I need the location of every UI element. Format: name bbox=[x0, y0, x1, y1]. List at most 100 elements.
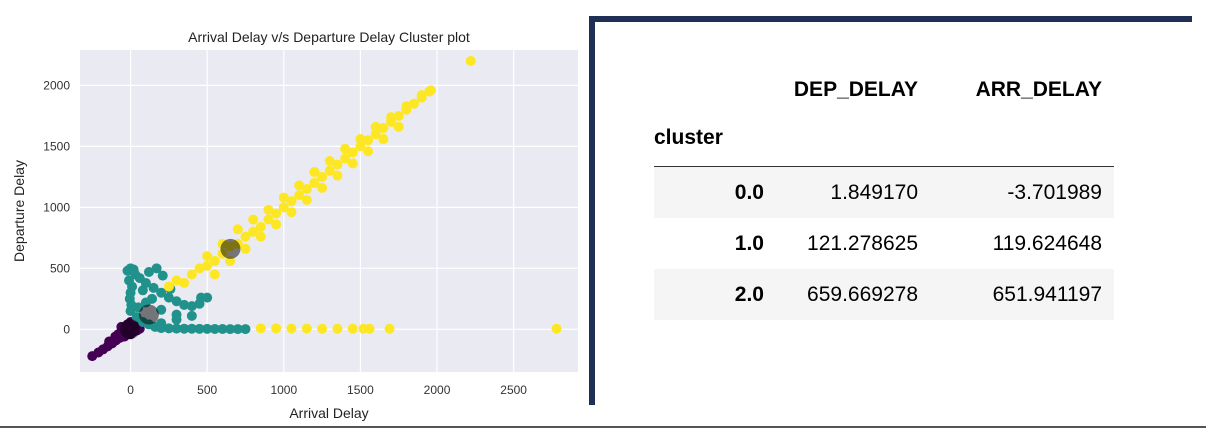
x-tick-label: 2500 bbox=[500, 383, 527, 397]
y-tick-label: 500 bbox=[50, 261, 70, 275]
y-tick-label: 0 bbox=[63, 322, 70, 336]
scatter-point bbox=[355, 141, 366, 152]
dep-delay-cell: 121.278625 bbox=[807, 231, 918, 255]
scatter-point bbox=[286, 323, 297, 334]
scatter-point bbox=[364, 323, 375, 334]
index-name: cluster bbox=[654, 126, 723, 149]
scatter-point bbox=[386, 112, 397, 123]
x-tick-label: 2000 bbox=[424, 383, 451, 397]
scatter-point bbox=[355, 134, 366, 145]
scatter-point bbox=[370, 129, 381, 140]
arr-delay-cell: 651.941197 bbox=[992, 282, 1102, 306]
centroid-marker bbox=[119, 319, 140, 340]
table-row: 2.0 659.669278 651.941197 bbox=[654, 269, 1114, 320]
scatter-point bbox=[378, 134, 389, 145]
scatter-point bbox=[225, 324, 236, 335]
scatter-point bbox=[186, 323, 197, 334]
plot-area bbox=[80, 50, 578, 372]
scatter-point bbox=[163, 281, 174, 292]
scatter-point bbox=[248, 214, 259, 225]
scatter-point bbox=[301, 195, 312, 206]
scatter-point bbox=[271, 208, 282, 219]
scatter-point bbox=[232, 324, 243, 335]
scatter-point bbox=[179, 299, 190, 310]
scatter-point bbox=[347, 323, 358, 334]
scatter-point bbox=[370, 121, 381, 132]
table-row: 0.0 1.849170 -3.701989 bbox=[654, 166, 1114, 218]
scatter-point bbox=[202, 260, 213, 271]
scatter-point bbox=[347, 158, 358, 169]
scatter-point bbox=[416, 90, 427, 101]
scatter-point bbox=[194, 263, 205, 274]
scatter-point bbox=[171, 314, 182, 325]
scatter-point bbox=[209, 269, 220, 280]
scatter-point bbox=[137, 285, 148, 296]
y-axis-label: Departure Delay bbox=[11, 160, 27, 262]
scatter-point bbox=[425, 85, 436, 96]
scatter-point bbox=[217, 323, 228, 334]
scatter-point bbox=[278, 202, 289, 213]
column-header: ARR_DELAY bbox=[975, 78, 1102, 101]
scatter-point bbox=[309, 166, 320, 177]
y-tick-label: 1500 bbox=[43, 139, 70, 153]
column-header: DEP_DELAY bbox=[793, 78, 918, 101]
scatter-points bbox=[87, 55, 562, 362]
scatter-point bbox=[125, 306, 136, 317]
scatter-point bbox=[209, 323, 220, 334]
scatter-point bbox=[255, 231, 266, 242]
scatter-point bbox=[384, 323, 395, 334]
y-tick-label: 1000 bbox=[43, 200, 70, 214]
centroid-marker bbox=[138, 304, 159, 325]
scatter-point bbox=[202, 251, 213, 262]
scatter-point bbox=[309, 177, 320, 188]
scatter-point bbox=[340, 143, 351, 154]
scatter-point bbox=[143, 266, 154, 277]
scatter-point bbox=[551, 323, 562, 334]
cluster-scatter-plot: 0 500 1000 1500 2000 2500 0 500 1000 1500 2000 Ar… bbox=[11, 29, 578, 421]
scatter-point bbox=[286, 207, 297, 218]
scatter-point bbox=[301, 323, 312, 334]
x-tick-label: 1000 bbox=[270, 383, 297, 397]
scatter-point bbox=[401, 101, 412, 112]
row-index: 2.0 bbox=[734, 282, 764, 306]
table-row: 1.0 121.278625 119.624648 bbox=[654, 218, 1114, 269]
row-index: 1.0 bbox=[734, 231, 764, 255]
scatter-point bbox=[286, 196, 297, 207]
panel-frame-left bbox=[589, 16, 595, 405]
scatter-point bbox=[148, 282, 159, 293]
x-tick-labels: 0 500 1000 1500 2000 2500 bbox=[127, 383, 527, 397]
scatter-point bbox=[271, 219, 282, 230]
index-name-row: cluster bbox=[654, 110, 1114, 167]
scatter-point bbox=[332, 170, 343, 181]
scatter-point bbox=[301, 184, 312, 195]
panel-frame-top bbox=[589, 16, 1192, 22]
scatter-point bbox=[255, 323, 266, 334]
scatter-point bbox=[278, 192, 289, 203]
table-header-row: DEP_DELAY ARR_DELAY bbox=[654, 70, 1114, 110]
scatter-point bbox=[156, 304, 167, 315]
chart-title: Arrival Delay v/s Departure Delay Cluste… bbox=[188, 29, 470, 45]
scatter-point bbox=[157, 270, 168, 281]
scatter-point bbox=[393, 110, 404, 121]
scatter-point bbox=[209, 256, 220, 267]
bottom-rule bbox=[0, 426, 1206, 428]
scatter-point bbox=[393, 121, 404, 132]
cluster-mean-table: DEP_DELAY ARR_DELAY cluster 0.0 1.849170… bbox=[654, 70, 1114, 320]
scatter-point bbox=[317, 323, 328, 334]
scatter-point bbox=[202, 323, 213, 334]
x-tick-label: 1500 bbox=[347, 383, 374, 397]
scatter-point bbox=[363, 146, 374, 157]
x-tick-label: 0 bbox=[127, 383, 134, 397]
scatter-point bbox=[186, 269, 197, 280]
scatter-point bbox=[294, 190, 305, 201]
scatter-point bbox=[332, 159, 343, 170]
scatter-point bbox=[324, 155, 335, 166]
scatter-point bbox=[263, 214, 274, 225]
scatter-point bbox=[194, 323, 205, 334]
scatter-point bbox=[171, 275, 182, 286]
scatter-point bbox=[163, 292, 174, 303]
scatter-point bbox=[409, 98, 420, 109]
scatter-point bbox=[196, 292, 207, 303]
scatter-point bbox=[156, 287, 167, 298]
scatter-point bbox=[378, 123, 389, 134]
